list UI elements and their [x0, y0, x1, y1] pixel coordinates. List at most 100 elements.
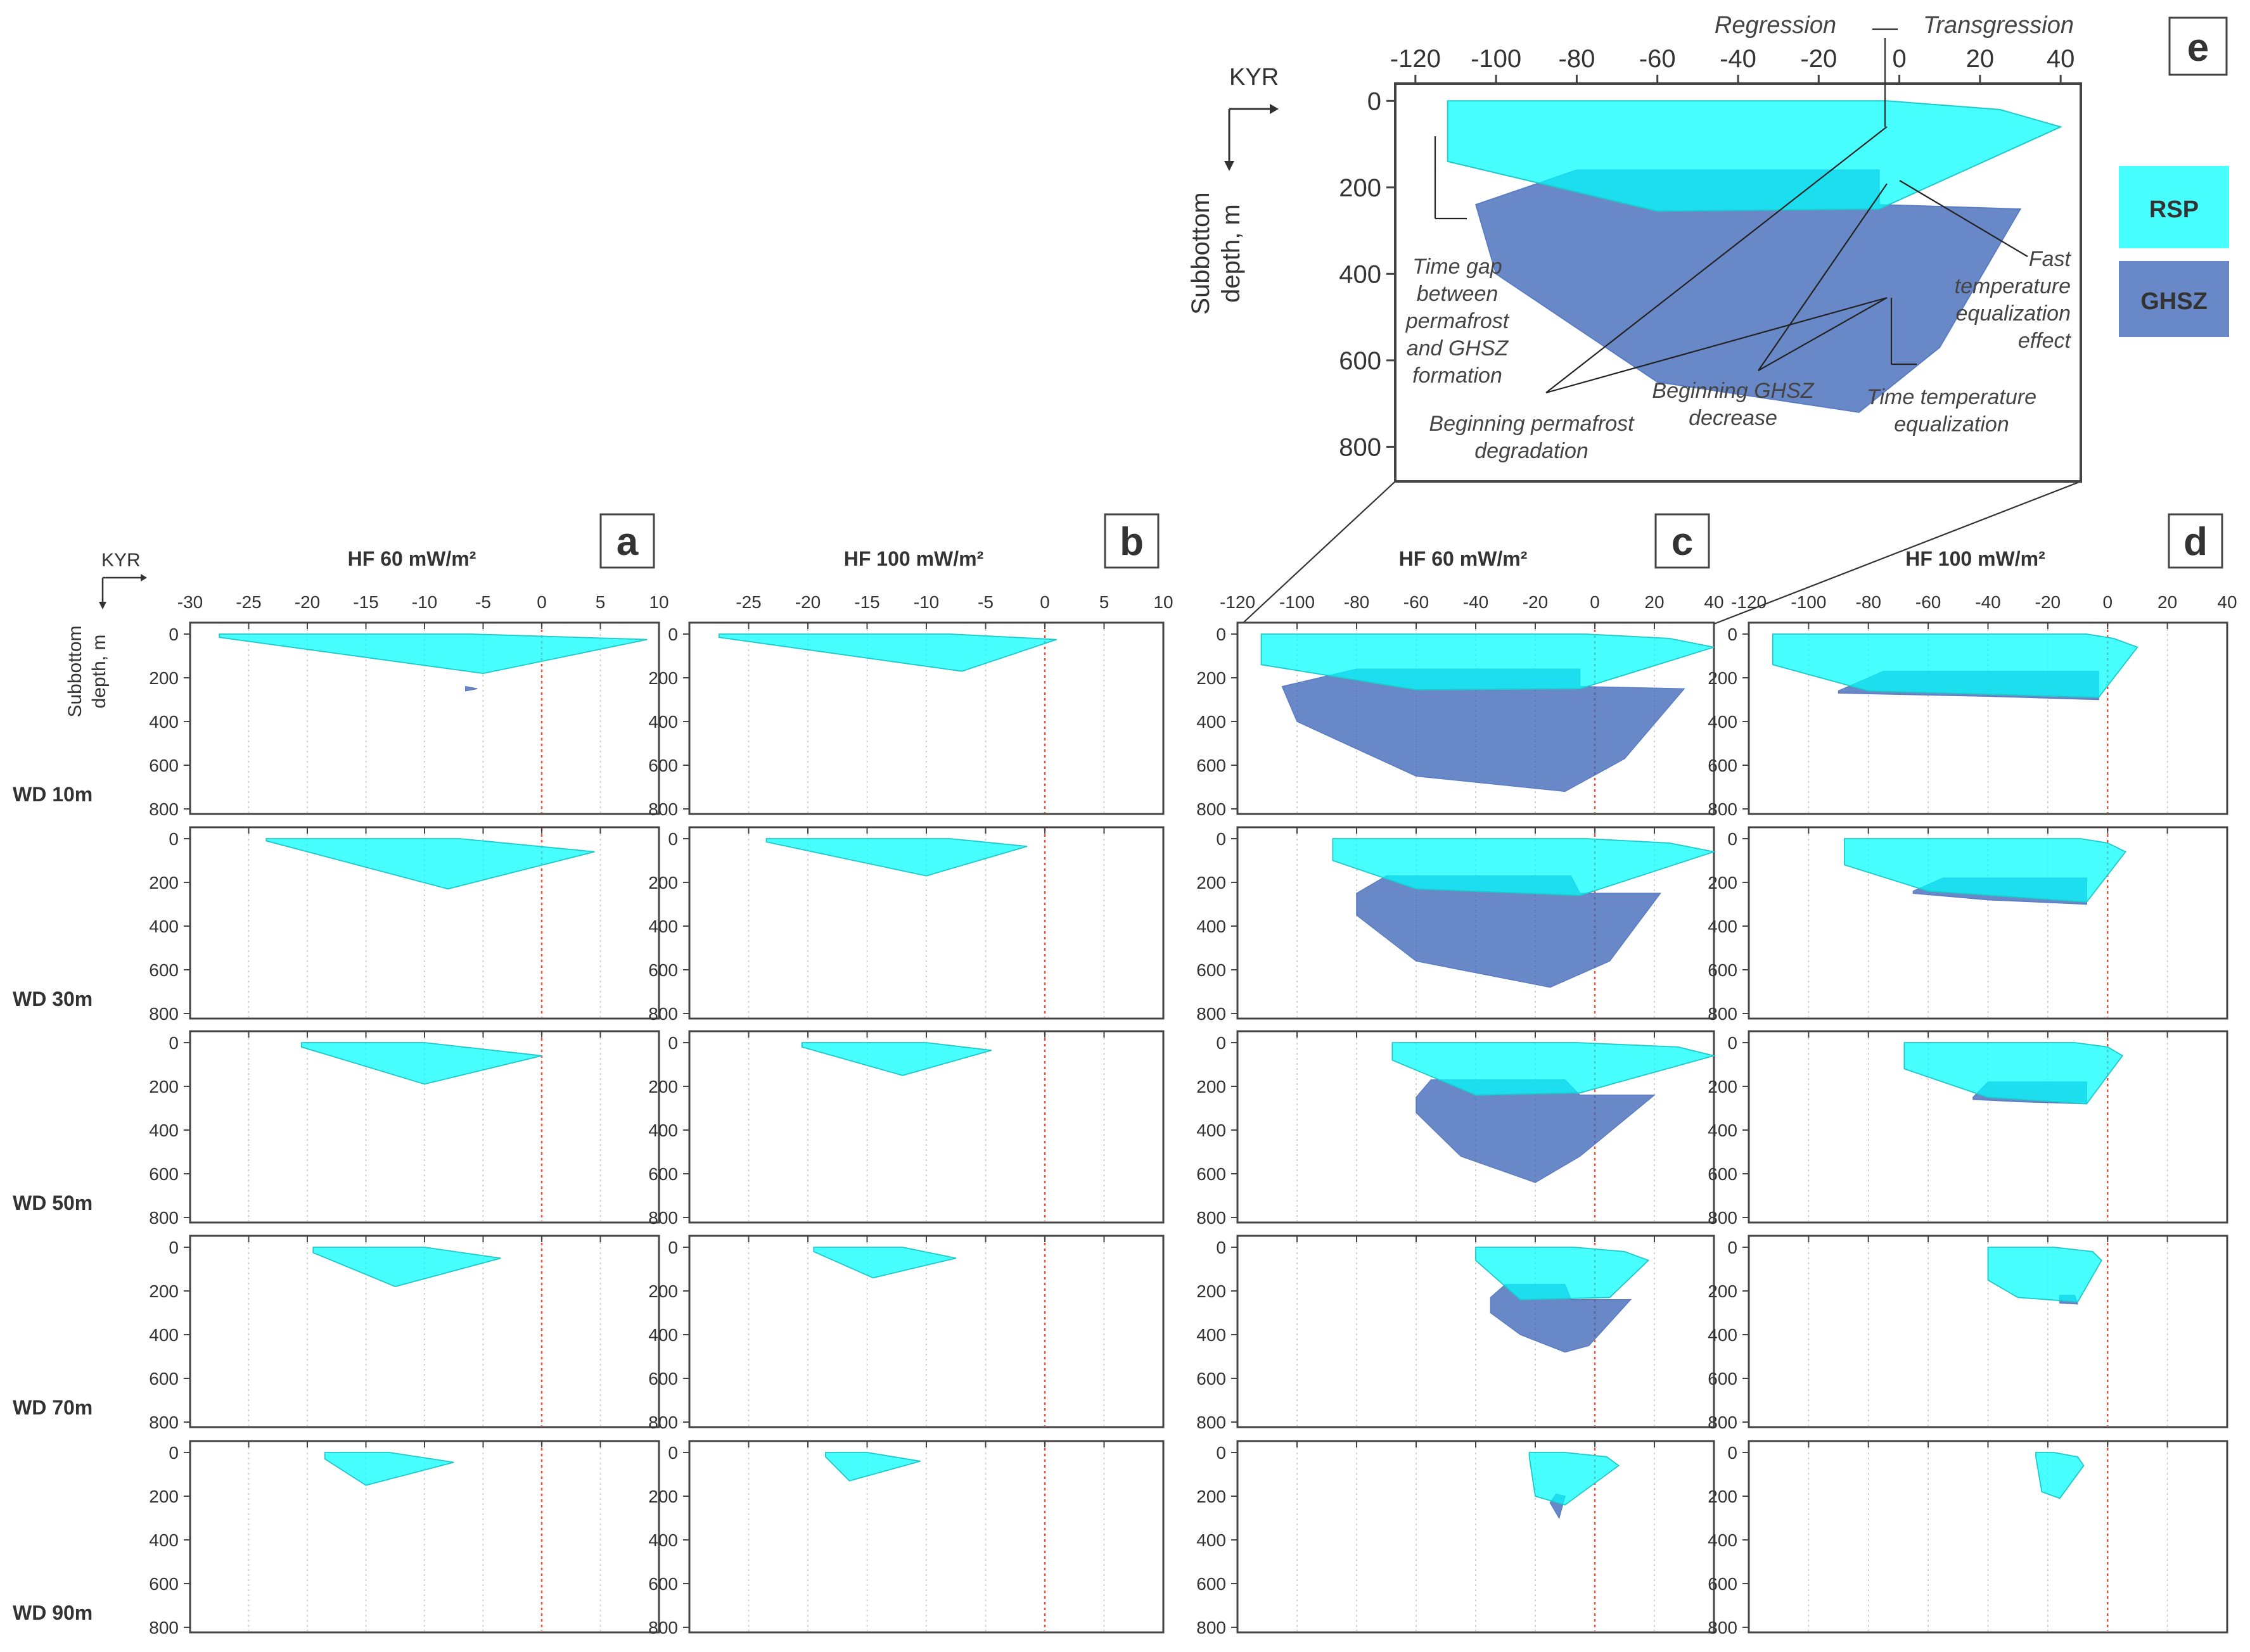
- y-tick-label: 400: [648, 1121, 678, 1140]
- panel-title-a: HF 60 mW/m²: [348, 547, 476, 570]
- annotation-temperature-equalization: Time temperature: [1867, 385, 2036, 409]
- y-tick-label: 0: [668, 625, 678, 644]
- row-label-wd: WD 50m: [13, 1191, 93, 1214]
- x-tick-label-b: -25: [736, 592, 761, 612]
- connector-right: [1713, 480, 2081, 625]
- y-tick-label: 600: [1708, 1164, 1737, 1184]
- panel-letter-box-a: [599, 513, 655, 569]
- rsp-area: [312, 1247, 501, 1288]
- inset-x-tick-label: -60: [1639, 45, 1676, 73]
- x-tick-label-b: -10: [914, 592, 939, 612]
- x-tick-label-a: -20: [295, 592, 320, 612]
- x-tick-label-b: 5: [1099, 592, 1109, 612]
- subplot-d-row-2: 0 200 400 600 800: [1708, 826, 2228, 1024]
- y-tick-label: 200: [1708, 1077, 1737, 1096]
- x-tick-label-d: 40: [2217, 592, 2237, 612]
- y-tick-label: 800: [1196, 799, 1226, 819]
- subplot-c-row-4: 0 200 400 600 800: [1196, 1235, 1715, 1432]
- subplot-b-row-2: 0 200 400 600 800: [648, 826, 1165, 1024]
- rsp-area: [825, 1452, 921, 1482]
- y-tick-label: 800: [149, 1413, 179, 1432]
- y-tick-label: 600: [648, 1164, 678, 1184]
- y-tick-label: 0: [1727, 1238, 1737, 1257]
- rsp-area: [219, 633, 648, 675]
- panel-d: HF 100 mW/m² d-120 -100 -80 -60 -40 -20 0 20 4002…: [1708, 513, 2237, 1637]
- panel-title-c: HF 60 mW/m²: [1399, 547, 1528, 570]
- rsp-area: [1844, 838, 2126, 903]
- legend-ghsz-swatch: [2119, 261, 2229, 337]
- y-tick-label: 0: [1727, 829, 1737, 849]
- subplot-b-row-5: 0 200 400 600 800: [648, 1440, 1165, 1637]
- annotation-time-gap: permafrost: [1405, 309, 1510, 333]
- rsp-area: [1332, 838, 1716, 896]
- annotation-temperature-equalization: equalization: [1894, 412, 2009, 436]
- x-tick-label-c: 0: [1590, 592, 1600, 612]
- y-tick-label: 800: [1196, 1208, 1226, 1228]
- inset-y-tick-label: 600: [1339, 347, 1381, 375]
- y-tick-label: 800: [1708, 1413, 1737, 1432]
- panel-title-d: HF 100 mW/m²: [1905, 547, 2045, 570]
- y-tick-label: 200: [1708, 873, 1737, 893]
- panel-b: HF 100 mW/m² b-25 -20 -15 -10 -5 0 5 10020040060…: [648, 513, 1173, 1637]
- y-tick-label: 800: [1708, 1004, 1737, 1024]
- y-tick-label: 200: [648, 1077, 678, 1096]
- x-tick-label-a: -30: [177, 592, 203, 612]
- inset-x-tick-label: -20: [1800, 45, 1837, 73]
- panel-c: HF 60 mW/m² c-120 -100 -80 -60 -40 -20 0 20 40020…: [1196, 513, 1724, 1637]
- annotation-ghsz-decrease: Beginning GHSZ: [1652, 379, 1814, 403]
- annotation-time-gap: formation: [1412, 364, 1502, 388]
- y-tick-label: 400: [149, 1121, 179, 1140]
- x-tick-label-a: 5: [596, 592, 606, 612]
- y-tick-label: 800: [648, 1004, 678, 1024]
- regression-transgression-divider: [1872, 28, 1898, 127]
- y-tick-label: 800: [1708, 799, 1737, 819]
- rsp-area: [1391, 1042, 1716, 1096]
- y-tick-label: 600: [149, 1574, 179, 1594]
- y-tick-label: 800: [648, 1413, 678, 1432]
- y-tick-label: 200: [648, 1281, 678, 1301]
- annotation-permafrost-degradation: Beginning permafrost: [1429, 412, 1635, 436]
- x-tick-label-a: -5: [475, 592, 491, 612]
- label-regression: Regression: [1715, 12, 1836, 39]
- y-tick-label: 400: [1708, 917, 1737, 936]
- arrow-heads: [99, 574, 147, 609]
- subplot-frame: [1236, 1440, 1715, 1634]
- rsp-area: [1528, 1452, 1620, 1506]
- panel-letter-box-d: [2168, 513, 2223, 569]
- y-tick-label: 0: [1216, 1238, 1226, 1257]
- inset-depth-axis-label: Subbottom: [1187, 192, 1215, 314]
- y-tick-label: 400: [648, 1530, 678, 1550]
- legend-ghsz-label: GHSZ: [2140, 288, 2208, 315]
- subplot-d-row-3: 0 200 400 600 800: [1708, 1030, 2228, 1228]
- subplot-a-row-3: 0 200 400 600 800: [149, 1030, 660, 1228]
- y-tick-label: 400: [1708, 1121, 1737, 1140]
- x-tick-label-b: -15: [854, 592, 879, 612]
- panel-letter-box-c: [1654, 513, 1710, 569]
- y-tick-label: 0: [1216, 1033, 1226, 1053]
- x-tick-label-c: -60: [1403, 592, 1429, 612]
- y-tick-label: 600: [648, 1369, 678, 1388]
- rsp-area: [1772, 633, 2138, 698]
- y-tick-label: 0: [668, 1238, 678, 1257]
- rsp-area: [718, 633, 1057, 672]
- y-tick-label: 0: [169, 829, 179, 849]
- depth-axis-label: depth, m: [89, 635, 110, 709]
- label-transgression: Transgression: [1923, 12, 2074, 39]
- pointer-perm-degr: [1545, 296, 1888, 394]
- x-tick-label-a: -15: [353, 592, 378, 612]
- y-tick-label: 800: [1708, 1618, 1737, 1637]
- x-tick-label-b: 0: [1040, 592, 1050, 612]
- ghsz-area: [465, 685, 478, 692]
- y-tick-label: 800: [149, 1618, 179, 1637]
- y-tick-label: 0: [1216, 829, 1226, 849]
- inset-x-tick-label: 40: [2047, 45, 2075, 73]
- y-tick-label: 200: [149, 1487, 179, 1506]
- y-tick-label: 600: [1196, 1574, 1226, 1594]
- axis-unit-label: KYR: [101, 550, 141, 571]
- x-tick-label-b: 10: [1153, 592, 1173, 612]
- panel-grid: HF 60 mW/m² a-30 -25 -20 -15 -10 -5 0 5 100200400…: [149, 513, 2237, 1637]
- subplot-c-row-1: 0 200 400 600 800: [1196, 621, 1715, 819]
- panel-a: HF 60 mW/m² a -30 -25 -20 -15 -10 -5 0 5 10 0 200 400…: [149, 513, 669, 1637]
- y-tick-label: 200: [149, 1281, 179, 1301]
- connector-left: [1241, 481, 1396, 625]
